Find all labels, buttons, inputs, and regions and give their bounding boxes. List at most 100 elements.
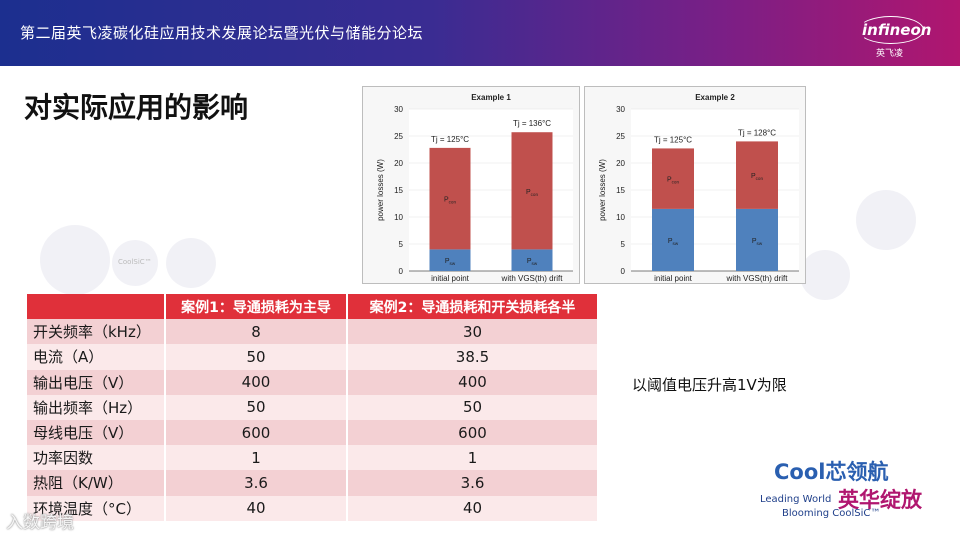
row-label: 环境温度（°C） bbox=[27, 495, 165, 521]
chart-example-2: Example 2 0 5 10 15 20 25 30 power losses (W) Psw… bbox=[584, 86, 806, 284]
y-axis-label: power losses (W) bbox=[376, 159, 385, 221]
bar-label-psw: Psw bbox=[527, 258, 538, 266]
row-label: 输出频率（Hz） bbox=[27, 394, 165, 420]
x-tick-label: initial point bbox=[431, 274, 470, 283]
coolsic-brand: Cool芯领航 英华绽放 Leading World Blooming Cool… bbox=[760, 452, 950, 532]
row-label: 功率因数 bbox=[27, 445, 165, 471]
row-case1: 8 bbox=[164, 319, 347, 345]
bar-label-pcon: Pcon bbox=[667, 177, 679, 185]
y-tick-label: 20 bbox=[616, 159, 625, 168]
row-label: 输出电压（V） bbox=[27, 369, 165, 395]
x-tick-label: initial point bbox=[654, 274, 693, 283]
y-tick-label: 10 bbox=[616, 213, 625, 222]
row-case2: 3.6 bbox=[346, 470, 597, 496]
decor-bubble-3 bbox=[166, 238, 216, 288]
bar-psw bbox=[511, 249, 553, 271]
tj-annotation: Tj = 128°C bbox=[738, 128, 776, 137]
chart-1-svg: Example 1 0 5 10 15 20 25 30 power losses (W) Psw… bbox=[376, 93, 573, 283]
table-row: 热阻（K/W） 3.6 3.6 bbox=[27, 470, 597, 496]
bar-label-pcon: Pcon bbox=[526, 189, 538, 197]
y-tick-label: 0 bbox=[399, 267, 404, 276]
row-case2: 30 bbox=[346, 319, 597, 345]
table-header-case1: 案例1：导通损耗为主导 bbox=[164, 294, 347, 320]
row-label: 热阻（K/W） bbox=[27, 470, 165, 496]
bar-pcon bbox=[511, 132, 553, 250]
y-tick-label: 25 bbox=[394, 132, 403, 141]
y-tick-label: 10 bbox=[394, 213, 403, 222]
y-axis-label: power losses (W) bbox=[598, 159, 607, 221]
brand-slogan-en-2: Blooming CoolSiC™ bbox=[782, 508, 881, 519]
decor-bubble-5 bbox=[856, 190, 916, 250]
table-header-corner bbox=[27, 294, 165, 320]
row-label: 电流（A） bbox=[27, 344, 165, 370]
row-case1: 50 bbox=[164, 344, 347, 370]
page-title: 对实际应用的影响 bbox=[24, 91, 249, 124]
header-banner: 第二届英飞凌碳化硅应用技术发展论坛暨光伏与储能分论坛 infineon 英飞凌 bbox=[0, 0, 960, 66]
decor-bubble-4 bbox=[800, 250, 850, 300]
y-tick-label: 15 bbox=[616, 186, 625, 195]
threshold-note: 以阈值电压升高1V为限 bbox=[632, 376, 787, 394]
row-case2: 40 bbox=[346, 495, 597, 521]
banner-title: 第二届英飞凌碳化硅应用技术发展论坛暨光伏与储能分论坛 bbox=[20, 24, 424, 42]
brand-slogan-cn: 英华绽放 bbox=[838, 488, 922, 512]
row-case1: 50 bbox=[164, 394, 347, 420]
chart-2-svg: Example 2 0 5 10 15 20 25 30 power losses (W) Psw… bbox=[598, 93, 799, 283]
decor-bubble-label: CoolSiC™ bbox=[118, 258, 152, 266]
table-row: 功率因数 1 1 bbox=[27, 445, 597, 471]
chart-title: Example 2 bbox=[695, 93, 735, 102]
decor-bubble-2 bbox=[112, 240, 158, 286]
logo-ring-icon bbox=[858, 16, 924, 44]
table-row: 环境温度（°C） 40 40 bbox=[27, 495, 597, 521]
row-label: 开关频率（kHz） bbox=[27, 319, 165, 345]
bar-psw bbox=[736, 208, 778, 271]
table-row: 输出频率（Hz） 50 50 bbox=[27, 394, 597, 420]
brand-main: Cool芯领航 bbox=[774, 460, 889, 484]
bar-pcon bbox=[429, 147, 471, 250]
table-header-row: 案例1：导通损耗为主导 案例2：导通损耗和开关损耗各半 bbox=[27, 294, 597, 320]
brand-slogan-en-1: Leading World bbox=[760, 494, 832, 505]
x-tick-label: with VGS(th) drift bbox=[726, 274, 789, 283]
chart-title: Example 1 bbox=[471, 93, 511, 102]
y-tick-label: 5 bbox=[621, 240, 626, 249]
row-case2: 38.5 bbox=[346, 344, 597, 370]
x-tick-label: with VGS(th) drift bbox=[501, 274, 564, 283]
chart-example-1: Example 1 0 5 10 15 20 25 30 power losses (W) Psw… bbox=[362, 86, 580, 284]
bar-label-pcon: Pcon bbox=[751, 173, 763, 181]
y-tick-label: 30 bbox=[394, 105, 403, 114]
row-label: 母线电压（V） bbox=[27, 419, 165, 446]
row-case2: 1 bbox=[346, 445, 597, 471]
row-case1: 3.6 bbox=[164, 470, 347, 496]
tj-annotation: Tj = 125°C bbox=[654, 135, 692, 144]
row-case1: 1 bbox=[164, 445, 347, 471]
table-row: 母线电压（V） 600 600 bbox=[27, 419, 597, 446]
row-case1: 40 bbox=[164, 495, 347, 521]
row-case2: 600 bbox=[346, 419, 597, 446]
y-tick-label: 30 bbox=[616, 105, 625, 114]
y-tick-label: 0 bbox=[621, 267, 626, 276]
bar-label-psw: Psw bbox=[752, 238, 763, 246]
comparison-table: 案例1：导通损耗为主导 案例2：导通损耗和开关损耗各半 开关频率（kHz） 8 … bbox=[27, 294, 597, 521]
tj-annotation: Tj = 125°C bbox=[431, 135, 469, 144]
bar-psw bbox=[652, 208, 694, 271]
table-row: 输出电压（V） 400 400 bbox=[27, 369, 597, 395]
bar-pcon bbox=[652, 148, 694, 209]
y-tick-label: 20 bbox=[394, 159, 403, 168]
y-tick-label: 5 bbox=[399, 240, 404, 249]
infineon-logo: infineon 英飞凌 bbox=[850, 12, 932, 60]
row-case2: 400 bbox=[346, 369, 597, 395]
table-row: 电流（A） 50 38.5 bbox=[27, 344, 597, 370]
row-case1: 400 bbox=[164, 369, 347, 395]
tj-annotation: Tj = 136°C bbox=[513, 119, 551, 128]
table-row: 开关频率（kHz） 8 30 bbox=[27, 319, 597, 345]
logo-text: infineon bbox=[862, 21, 932, 39]
logo-subtext: 英飞凌 bbox=[876, 49, 904, 59]
watermark: 入数跨境 bbox=[6, 513, 74, 533]
bar-label-pcon: Pcon bbox=[444, 197, 456, 205]
row-case1: 600 bbox=[164, 419, 347, 446]
bar-label-psw: Psw bbox=[668, 238, 679, 246]
bar-label-psw: Psw bbox=[445, 258, 456, 266]
decor-bubble-1 bbox=[40, 225, 110, 295]
table-header-case2: 案例2：导通损耗和开关损耗各半 bbox=[346, 294, 597, 320]
row-case2: 50 bbox=[346, 394, 597, 420]
bar-pcon bbox=[736, 141, 778, 209]
